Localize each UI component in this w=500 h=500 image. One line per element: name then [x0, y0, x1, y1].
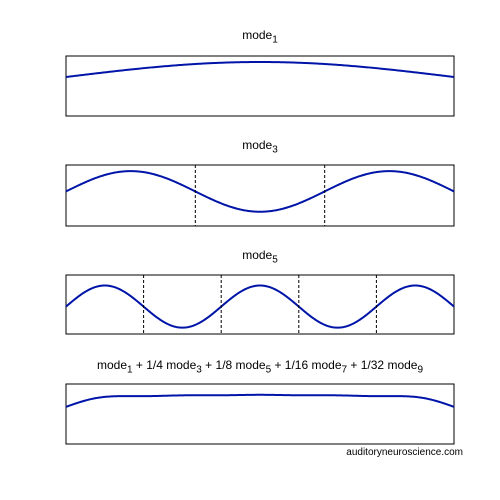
panel-4-title: mode1 + 1/4 mode3 + 1/8 mode5 + 1/16 mod… — [96, 358, 424, 376]
panel-1-axes — [65, 55, 455, 117]
panel-3-axes — [65, 274, 455, 335]
panel-4-wave-line — [65, 393, 455, 408]
credit-text: auditoryneuroscience.com — [346, 447, 463, 458]
panel-1-title: mode1 — [242, 28, 278, 46]
panel-2-axes — [65, 164, 455, 227]
panel-2-wave-line — [65, 170, 455, 213]
panel-2-title: mode3 — [242, 138, 278, 156]
panel-3-wave-line — [65, 284, 455, 329]
panel-4-axes — [65, 383, 455, 445]
panel-3-title: mode5 — [242, 248, 278, 266]
panel-1-wave-line — [65, 61, 455, 78]
